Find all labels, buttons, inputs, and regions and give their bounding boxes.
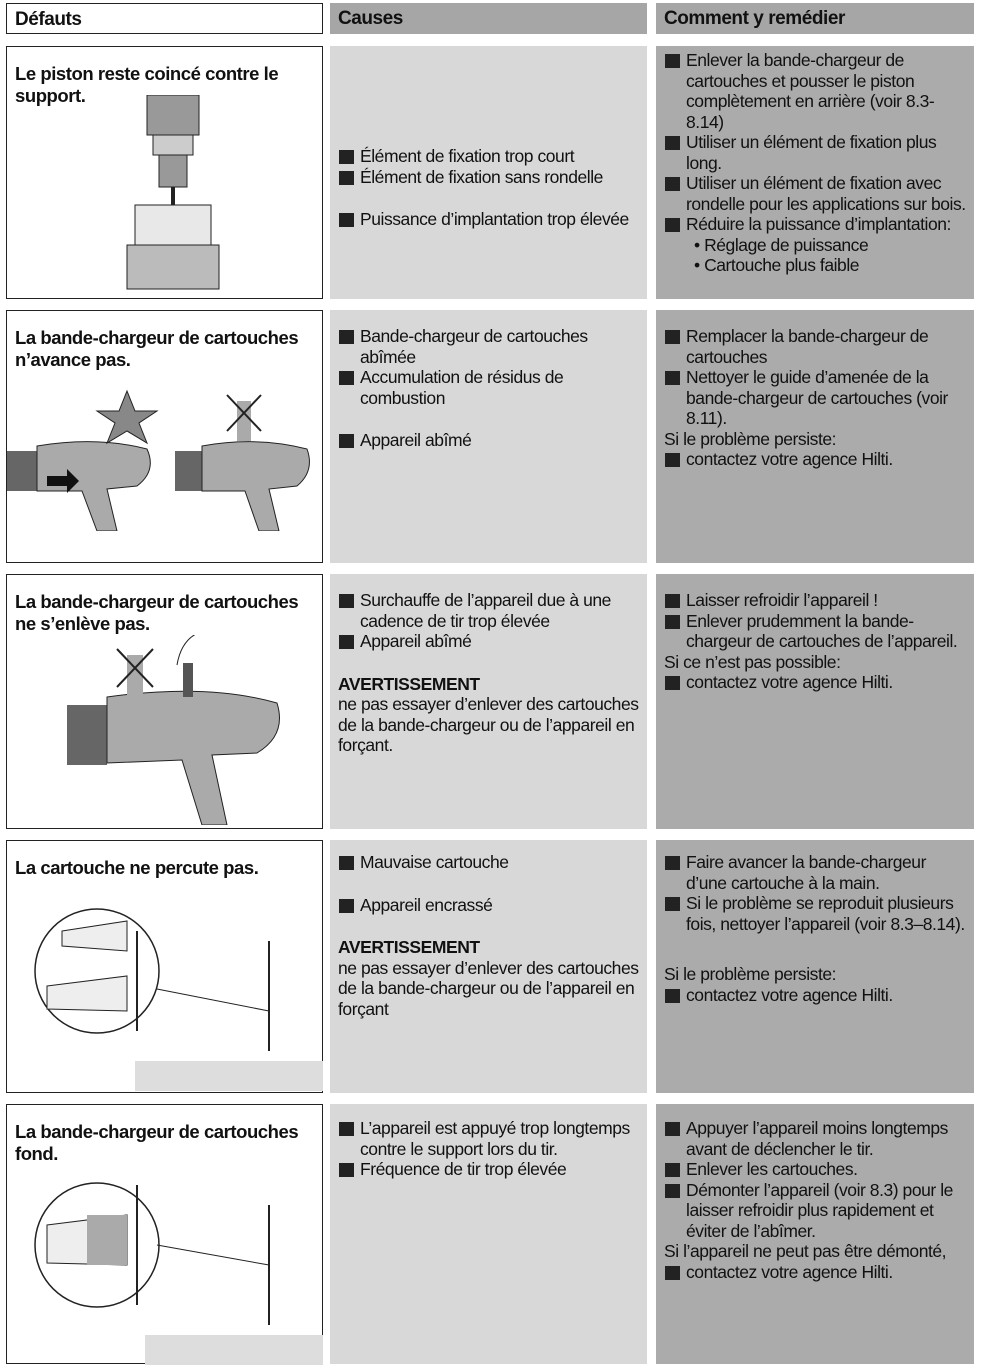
causes-cell: Élément de fixation trop court Élément d…	[330, 46, 647, 299]
warning-text: ne pas essayer d’enlever des cartouches …	[338, 694, 639, 755]
defect-cell: La bande-chargeur de cartouches n’avance…	[6, 310, 323, 563]
remedy: Appuyer l’appareil moins longtemps avant…	[664, 1118, 966, 1159]
defect: La cartouche ne percute pas.	[15, 857, 259, 878]
defect: La bande-chargeur de cartouches fond.	[15, 1121, 299, 1164]
remedy: Faire avancer la bande-chargeur d’une ca…	[664, 852, 966, 893]
remedy: contactez votre agence Hilti.	[664, 985, 966, 1006]
remedy: contactez votre agence Hilti.	[664, 672, 966, 693]
remedy-sub: • Cartouche plus faible	[694, 255, 860, 275]
remedies-cell: Enlever la bande-chargeur de cartouches …	[656, 46, 974, 299]
illustration	[34, 908, 323, 1091]
cause: Appareil abîmé	[338, 631, 639, 652]
remedies-cell: Appuyer l’appareil moins longtemps avant…	[656, 1104, 974, 1364]
remedy: Réduire la puissance d’implantation:	[664, 214, 966, 235]
remedies-cell: Faire avancer la bande-chargeur d’une ca…	[656, 840, 974, 1093]
remedy: Si le problème se reproduit plusieurs fo…	[664, 893, 966, 934]
defect: La bande-chargeur de cartouches n’avance…	[15, 327, 299, 370]
header-cell: Causes	[330, 3, 647, 34]
remedy: Utiliser un élément de fixation plus lon…	[664, 132, 966, 173]
causes-cell: Surchauffe de l’appareil due à une caden…	[330, 574, 647, 829]
remedy: Utiliser un élément de fixation avec ron…	[664, 173, 966, 214]
causes-cell: L’appareil est appuyé trop longtemps con…	[330, 1104, 647, 1364]
remedy-note: Si le problème persiste:	[664, 428, 837, 449]
cause: Élément de fixation sans rondelle	[338, 167, 639, 188]
illustration	[126, 95, 220, 290]
cause: Accumulation de résidus de combustion	[338, 367, 639, 408]
header-cell: Défauts	[6, 3, 323, 34]
remedy: contactez votre agence Hilti.	[664, 1262, 966, 1283]
remedy: Nettoyer le guide d’amenée de la bande-c…	[664, 367, 966, 429]
cause: Bande-chargeur de cartouches abîmée	[338, 326, 639, 367]
warning-title: AVERTISSEMENT	[338, 937, 480, 957]
cause: L’appareil est appuyé trop longtemps con…	[338, 1118, 639, 1159]
causes-cell: Mauvaise cartouche Appareil encrassé AVE…	[330, 840, 647, 1093]
cause: Appareil abîmé	[338, 430, 639, 451]
cause: Élément de fixation trop court	[338, 146, 639, 167]
defect-cell: Le piston reste coincé contre le support…	[6, 46, 323, 299]
remedy: Enlever les cartouches.	[664, 1159, 966, 1180]
remedies-cell: Remplacer la bande-chargeur de cartouche…	[656, 310, 974, 563]
remedy-sub: • Réglage de puissance	[694, 234, 869, 255]
cause: Mauvaise cartouche	[338, 852, 639, 873]
header-cell: Comment y remédier	[656, 3, 974, 34]
defect-cell: La bande-chargeur de cartouches ne s’enl…	[6, 574, 323, 829]
remedy-note: Si le problème persiste:	[664, 964, 837, 984]
remedy-note: Si l’appareil ne peut pas être démonté,	[664, 1241, 947, 1261]
warning-text: ne pas essayer d’enlever des cartouches …	[338, 957, 639, 1019]
illustration	[34, 1182, 323, 1365]
remedy: Remplacer la bande-chargeur de cartouche…	[664, 326, 966, 367]
defect: La bande-chargeur de cartouches ne s’enl…	[15, 591, 299, 634]
illustration	[67, 635, 280, 825]
remedy: Démonter l’appareil (voir 8.3) pour le l…	[664, 1180, 966, 1242]
defect-cell: La bande-chargeur de cartouches fond.	[6, 1104, 323, 1365]
illustration	[7, 389, 310, 531]
cause: Fréquence de tir trop élevée	[338, 1159, 639, 1180]
cause: Puissance d’implantation trop élevée	[338, 209, 639, 230]
cause: Surchauffe de l’appareil due à une caden…	[338, 590, 639, 631]
defect: Le piston reste coincé contre le support…	[15, 63, 279, 106]
warning-title: AVERTISSEMENT	[338, 673, 480, 694]
remedy-note: Si ce n’est pas possible:	[664, 651, 841, 672]
remedy: Laisser refroidir l’appareil !	[664, 590, 966, 611]
remedies-cell: Laisser refroidir l’appareil ! Enlever p…	[656, 574, 974, 829]
remedy: Enlever prudemment la bande-chargeur de …	[664, 611, 966, 652]
remedy: Enlever la bande-chargeur de cartouches …	[664, 50, 966, 132]
defect-cell: La cartouche ne percute pas.	[6, 840, 323, 1093]
causes-cell: Bande-chargeur de cartouches abîmée Accu…	[330, 310, 647, 563]
cause: Appareil encrassé	[338, 895, 639, 916]
remedy: contactez votre agence Hilti.	[664, 449, 966, 470]
